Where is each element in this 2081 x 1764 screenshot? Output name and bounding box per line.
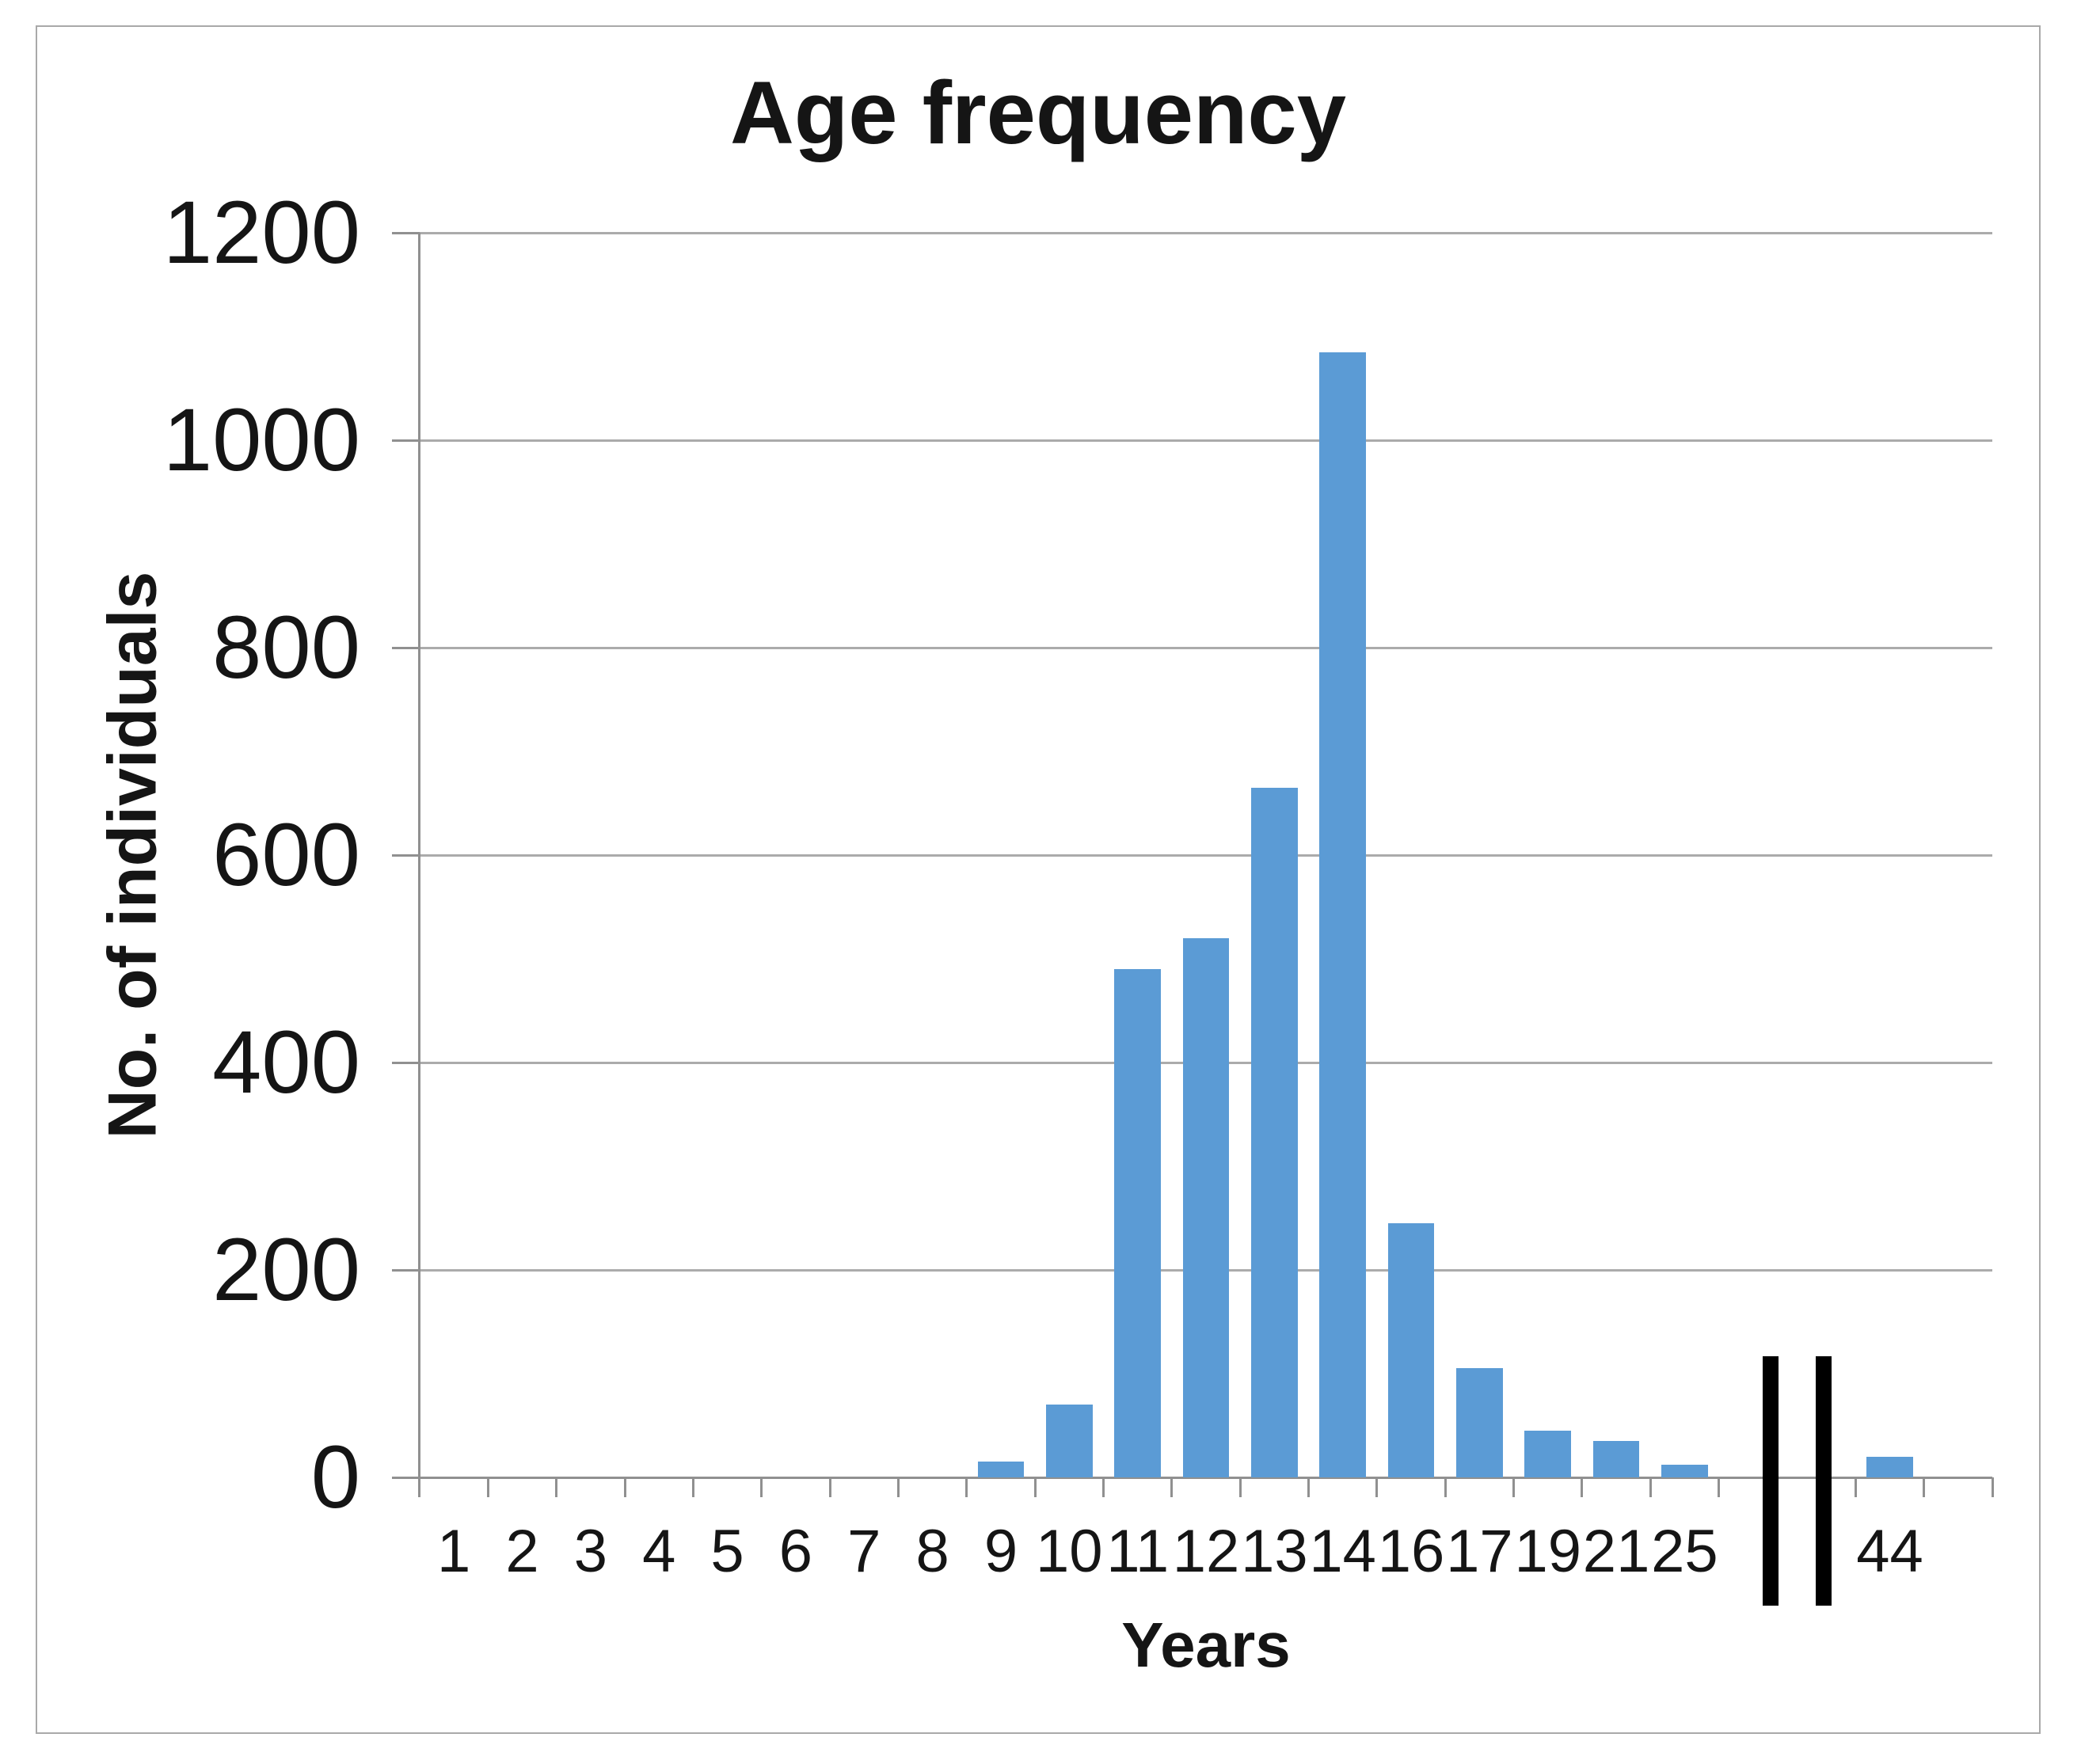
gridline-1200 [420,231,1992,234]
bar-age-25 [1661,1465,1708,1477]
x-axis-baseline [420,1476,1992,1479]
chart-title: Age frequency [730,63,1346,162]
y-axis-line [418,233,420,1497]
bar-age-14 [1319,352,1367,1477]
x-tick-15 [1444,1477,1447,1497]
x-tick-21 [1854,1477,1857,1497]
bar-age-17 [1456,1368,1503,1477]
x-tick-16 [1512,1477,1516,1497]
x-tick-7 [896,1477,900,1497]
bar-age-21 [1592,1441,1640,1477]
y-tick-0 [392,1476,420,1479]
bar-age-13 [1250,787,1298,1477]
x-tick-label-11: 11 [1106,1518,1170,1585]
x-tick-18 [1649,1477,1652,1497]
x-tick-3 [623,1477,626,1497]
x-tick-19 [1718,1477,1721,1497]
x-tick-label-7: 7 [847,1518,881,1585]
gridline-1000 [420,439,1992,442]
bar-age-11 [1114,969,1161,1477]
axis-break-line-2 [1815,1356,1832,1606]
y-axis-labels: 0 200 400 600 800 1000 1200 [95,185,360,1525]
x-tick-11 [1170,1477,1174,1497]
x-tick-label-8: 8 [915,1518,949,1585]
bar-age-16 [1387,1223,1435,1477]
y-tick-label-600: 600 [212,805,360,904]
x-tick-22 [1923,1477,1926,1497]
x-tick-6 [828,1477,831,1497]
x-tick-label-1: 1 [437,1518,471,1585]
x-tick-label-16: 16 [1377,1518,1445,1585]
x-tick-label-12: 12 [1172,1518,1240,1585]
x-tick-14 [1375,1477,1379,1497]
x-tick-1 [486,1477,489,1497]
x-tick-label-3: 3 [573,1518,607,1585]
y-tick-label-0: 0 [310,1428,360,1526]
x-tick-label-9: 9 [983,1518,1018,1585]
x-tick-label-21: 21 [1582,1518,1650,1585]
x-tick-4 [691,1477,694,1497]
y-tick-1000 [392,439,420,442]
y-tick-label-200: 200 [212,1220,360,1319]
x-tick-10 [1101,1477,1105,1497]
x-tick-label-10: 10 [1036,1518,1103,1585]
bar-age-12 [1182,937,1230,1477]
axis-break-line-1 [1763,1356,1779,1606]
y-tick-label-800: 800 [212,598,360,697]
x-tick-label-4: 4 [642,1518,676,1585]
x-tick-label-17: 17 [1446,1518,1513,1585]
x-tick-label-25: 25 [1651,1518,1718,1585]
x-tick-label-14: 14 [1309,1518,1376,1585]
plot-area [392,231,1994,1606]
bar-age-10 [1045,1405,1093,1477]
x-tick-label-6: 6 [778,1518,813,1585]
x-tick-13 [1307,1477,1311,1497]
y-tick-1200 [392,231,420,234]
x-tick-label-13: 13 [1241,1518,1308,1585]
y-tick-label-400: 400 [212,1013,360,1112]
x-tick-12 [1238,1477,1242,1497]
x-tick-23 [1991,1477,1994,1497]
gridline-800 [420,646,1992,649]
x-tick-label-19: 19 [1514,1518,1582,1585]
x-tick-label-44: 44 [1856,1518,1923,1585]
x-tick-9 [1033,1477,1037,1497]
x-tick-2 [555,1477,558,1497]
y-tick-200 [392,1268,420,1272]
bar-age-19 [1524,1431,1572,1477]
y-tick-label-1200: 1200 [162,183,360,282]
chart-border [36,25,2041,1734]
y-tick-label-1000: 1000 [162,390,360,489]
bar-age-44 [1866,1456,1913,1477]
y-tick-400 [392,1061,420,1064]
bar-age-9 [977,1462,1025,1477]
x-axis-labels: 1 2 3 4 5 6 7 8 9 10 11 12 13 14 16 17 19 21 25 44 [420,1504,1992,1599]
y-tick-600 [392,853,420,857]
x-tick-label-5: 5 [710,1518,744,1585]
gridline-600 [420,853,1992,857]
y-tick-800 [392,646,420,649]
x-tick-17 [1581,1477,1584,1497]
x-tick-5 [760,1477,763,1497]
x-axis-title: Years [1121,1610,1291,1680]
x-tick-label-2: 2 [505,1518,539,1585]
x-tick-8 [965,1477,968,1497]
